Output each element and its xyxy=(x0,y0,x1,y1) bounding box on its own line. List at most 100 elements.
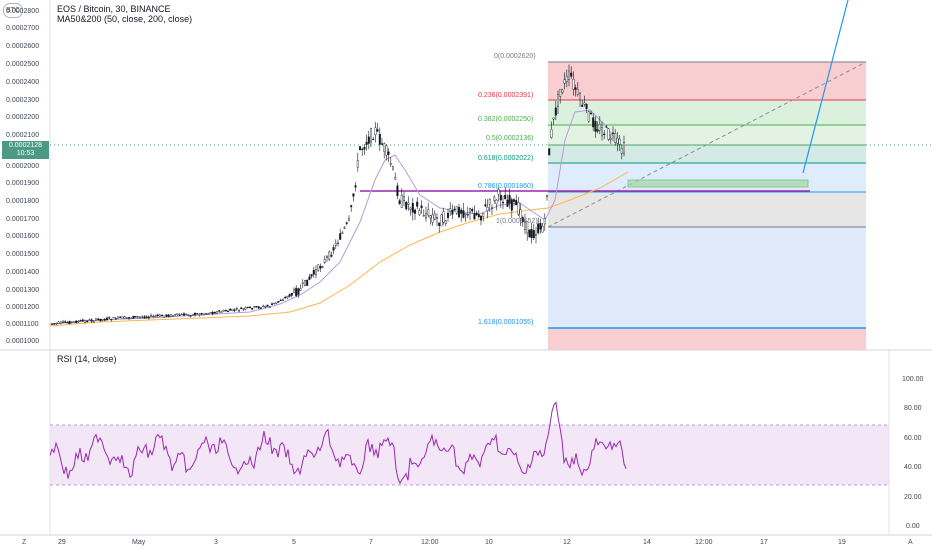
price-tick: 0.0001400 xyxy=(6,269,40,276)
target-rectangle[interactable] xyxy=(627,179,809,188)
fib-trend-line xyxy=(547,61,867,228)
candle-body xyxy=(176,313,179,315)
candle-body xyxy=(440,214,443,227)
candle-body xyxy=(376,129,379,132)
candle-body xyxy=(354,185,357,188)
projection-line[interactable] xyxy=(802,0,849,174)
candle-body xyxy=(546,195,549,197)
candle-body xyxy=(612,132,615,134)
fib-zone-1618 xyxy=(548,328,866,350)
candle-body xyxy=(433,213,436,220)
candle-body xyxy=(339,233,342,240)
bar-countdown: 10:53 xyxy=(16,150,35,157)
auto-scale-button[interactable]: A xyxy=(908,539,913,546)
candle-body xyxy=(620,148,623,154)
fib-zone-5 xyxy=(548,145,866,163)
candle-body xyxy=(607,128,610,140)
candle-body xyxy=(149,314,152,317)
candle-body xyxy=(187,314,190,316)
candle-body xyxy=(352,193,355,197)
candle-body xyxy=(378,134,381,145)
rsi-tick: 20.00 xyxy=(904,494,922,501)
candle-body xyxy=(579,92,582,100)
candle-body xyxy=(387,151,390,155)
candle-body xyxy=(598,124,601,131)
candle-body xyxy=(53,323,56,325)
timezone-button[interactable]: Z xyxy=(22,539,27,546)
candle-body xyxy=(57,321,60,324)
rsi-label[interactable]: RSI (14, close) xyxy=(57,354,117,364)
price-candles xyxy=(51,64,626,326)
candle-body xyxy=(178,314,181,316)
candle-body xyxy=(308,276,311,280)
candle-body xyxy=(59,321,62,324)
candle-body xyxy=(86,320,89,323)
candle-body xyxy=(66,322,69,324)
fib-label-1: 1(0.0001652) xyxy=(496,218,538,225)
candle-body xyxy=(156,314,159,316)
candle-body xyxy=(317,264,320,271)
candle-body xyxy=(237,310,240,312)
fib-label-5: 0.5(0.0002136) xyxy=(486,135,534,142)
candle-body xyxy=(482,213,485,217)
candle-body xyxy=(521,217,524,223)
candle-body xyxy=(92,321,95,323)
candle-body xyxy=(418,210,421,215)
candle-body xyxy=(394,177,397,180)
candle-body xyxy=(568,70,571,80)
candle-body xyxy=(477,214,480,218)
candle-body xyxy=(284,297,287,299)
candle-body xyxy=(171,315,174,317)
candle-body xyxy=(400,194,403,208)
price-axis[interactable]: 0.0002800 0.0002700 0.0002600 0.0002500 … xyxy=(0,0,50,350)
candle-body xyxy=(585,104,588,109)
price-tick: 0.0001100 xyxy=(6,321,39,328)
candle-body xyxy=(570,72,573,77)
candle-body xyxy=(449,208,452,213)
candle-body xyxy=(603,133,606,136)
candle-body xyxy=(204,313,207,315)
candle-body xyxy=(330,254,333,257)
candle-body xyxy=(97,318,100,321)
candle-body xyxy=(411,203,414,213)
candle-body xyxy=(550,129,553,138)
candle-body xyxy=(297,288,300,295)
indicator-label[interactable]: MA50&200 (50, close, 200, close) xyxy=(57,14,193,24)
candle-body xyxy=(506,199,509,207)
rsi-axis[interactable]: 100.00 80.00 60.00 40.00 20.00 0.00 xyxy=(890,350,932,535)
candle-body xyxy=(83,320,86,323)
chart-title: EOS / Bitcoin, 30, BINANCE xyxy=(57,4,171,14)
candle-body xyxy=(262,305,265,308)
candle-body xyxy=(167,314,170,317)
candle-body xyxy=(81,319,84,322)
candle-body xyxy=(323,259,326,263)
price-tick: 0.0001600 xyxy=(6,233,40,240)
candle-body xyxy=(581,104,584,107)
candle-body xyxy=(290,292,293,296)
candle-body xyxy=(614,133,617,143)
candle-body xyxy=(451,209,454,215)
candle-body xyxy=(552,117,555,120)
candle-body xyxy=(383,143,386,152)
candle-body xyxy=(72,321,75,323)
symbol-badge[interactable]: BTC xyxy=(3,3,23,18)
rsi-tick: 0.00 xyxy=(906,523,920,530)
candle-body xyxy=(405,201,408,210)
candle-body xyxy=(356,160,359,168)
candle-body xyxy=(226,310,229,313)
candle-body xyxy=(557,94,560,107)
candle-body xyxy=(504,194,507,200)
candle-body xyxy=(165,314,168,317)
time-tick: 14 xyxy=(643,539,651,546)
price-tick: 0.0002800 xyxy=(6,8,40,15)
candle-body xyxy=(484,204,487,207)
candle-body xyxy=(315,269,318,276)
candle-body xyxy=(576,89,579,95)
fib-retracement[interactable] xyxy=(547,61,867,350)
candle-body xyxy=(548,148,551,156)
candle-body xyxy=(79,320,82,322)
candle-body xyxy=(374,127,377,136)
time-axis[interactable]: Z 29 May 3 5 7 12:00 10 12 14 12:00 17 1… xyxy=(0,536,932,550)
candle-body xyxy=(616,137,619,144)
